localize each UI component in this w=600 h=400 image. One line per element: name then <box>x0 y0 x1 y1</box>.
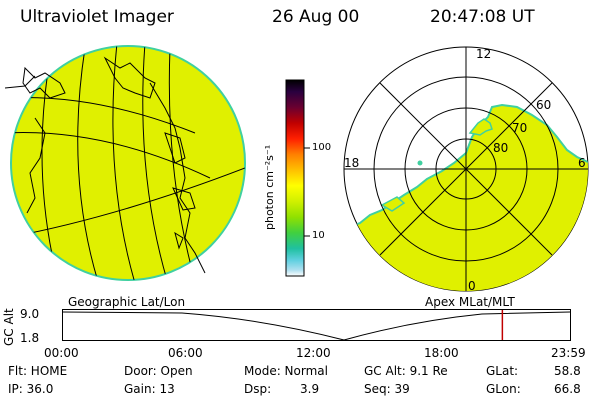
colorbar-tick-10: 10 <box>312 230 325 241</box>
altitude-tick-high: 9.0 <box>20 307 40 321</box>
time-tick-1200: 12:00 <box>296 346 331 360</box>
mlat-label-60: 60 <box>536 98 552 112</box>
left-panel-caption: Geographic Lat/Lon <box>68 295 186 309</box>
mlt-label-12: 12 <box>476 47 492 61</box>
coastline-outline <box>5 56 206 274</box>
geographic-image-panel <box>5 45 246 281</box>
colorbar <box>285 79 310 277</box>
mlt-label-18: 18 <box>344 156 360 170</box>
door-status: Door: Open <box>124 364 193 378</box>
time-tick-0000: 00:00 <box>44 346 79 360</box>
mlt-label-6: 6 <box>578 156 586 170</box>
mlat-label-70: 70 <box>512 121 528 135</box>
mode-status: Mode: Normal <box>244 364 328 378</box>
glat-label: GLat: <box>486 364 519 378</box>
time-tick-2359: 23:59 <box>551 346 586 360</box>
ip-status: IP: 36.0 <box>8 382 54 396</box>
gc-alt-status: GC Alt: 9.1 Re <box>364 364 448 378</box>
glon-value: 66.8 <box>554 382 581 396</box>
time-tick-0600: 06:00 <box>168 346 203 360</box>
glon-label: GLon: <box>486 382 521 396</box>
dsp-value: 3.9 <box>300 382 320 396</box>
time-tick-1800: 18:00 <box>424 346 459 360</box>
mlt-label-0: 0 <box>468 279 476 293</box>
altitude-axis-label: GC Alt <box>2 308 16 346</box>
dsp-label: Dsp: <box>244 382 272 396</box>
flight-status: Flt: HOME <box>8 364 68 378</box>
glat-value: 58.8 <box>554 364 581 378</box>
app-title: Ultraviolet Imager <box>20 7 174 27</box>
seq-status: Seq: 39 <box>364 382 410 396</box>
altitude-tick-low: 1.8 <box>20 331 40 345</box>
colorbar-tick-100: 100 <box>312 142 332 153</box>
right-panel-caption: Apex MLat/MLT <box>425 295 515 309</box>
altitude-plot <box>62 309 571 341</box>
altitude-curve <box>62 311 571 341</box>
time-label: 20:47:08 UT <box>430 7 535 27</box>
gain-status: Gain: 13 <box>124 382 175 396</box>
colorbar-unit-label: photon cm⁻²s⁻¹ <box>263 144 276 230</box>
polar-grid <box>344 47 588 291</box>
mlat-label-80: 80 <box>493 141 509 155</box>
geo-earth-disk <box>10 45 246 281</box>
polar-image-panel <box>343 46 589 292</box>
date-label: 26 Aug 00 <box>272 7 360 27</box>
